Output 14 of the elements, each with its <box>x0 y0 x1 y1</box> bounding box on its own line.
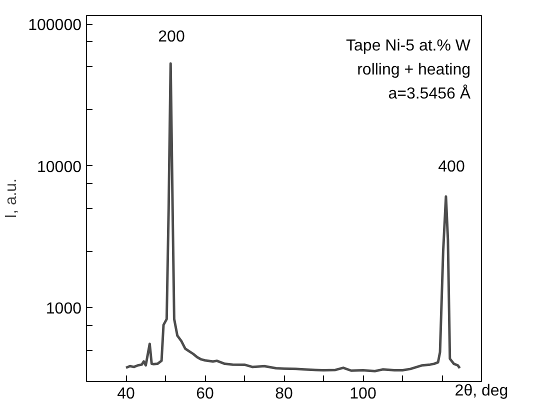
y-tick-label: 100000 <box>28 17 82 34</box>
x-tick-label: 60 <box>196 386 214 402</box>
x-axis-title: 2θ, deg <box>454 382 508 400</box>
annotation: a=3.5456 Å <box>388 84 471 102</box>
x-tick-label: 100 <box>350 386 376 402</box>
annotation: 200 <box>158 28 185 46</box>
x-tick-label: 80 <box>275 386 293 402</box>
annotation: rolling + heating <box>357 62 471 78</box>
annotation: 400 <box>438 158 465 176</box>
y-tick-label: 1000 <box>46 300 82 318</box>
y-tick-label: 10000 <box>37 158 82 176</box>
annotation: Tape Ni-5 at.% W <box>346 38 472 54</box>
y-axis-title: I, a.u. <box>3 178 20 219</box>
x-tick-label: 40 <box>117 386 135 402</box>
